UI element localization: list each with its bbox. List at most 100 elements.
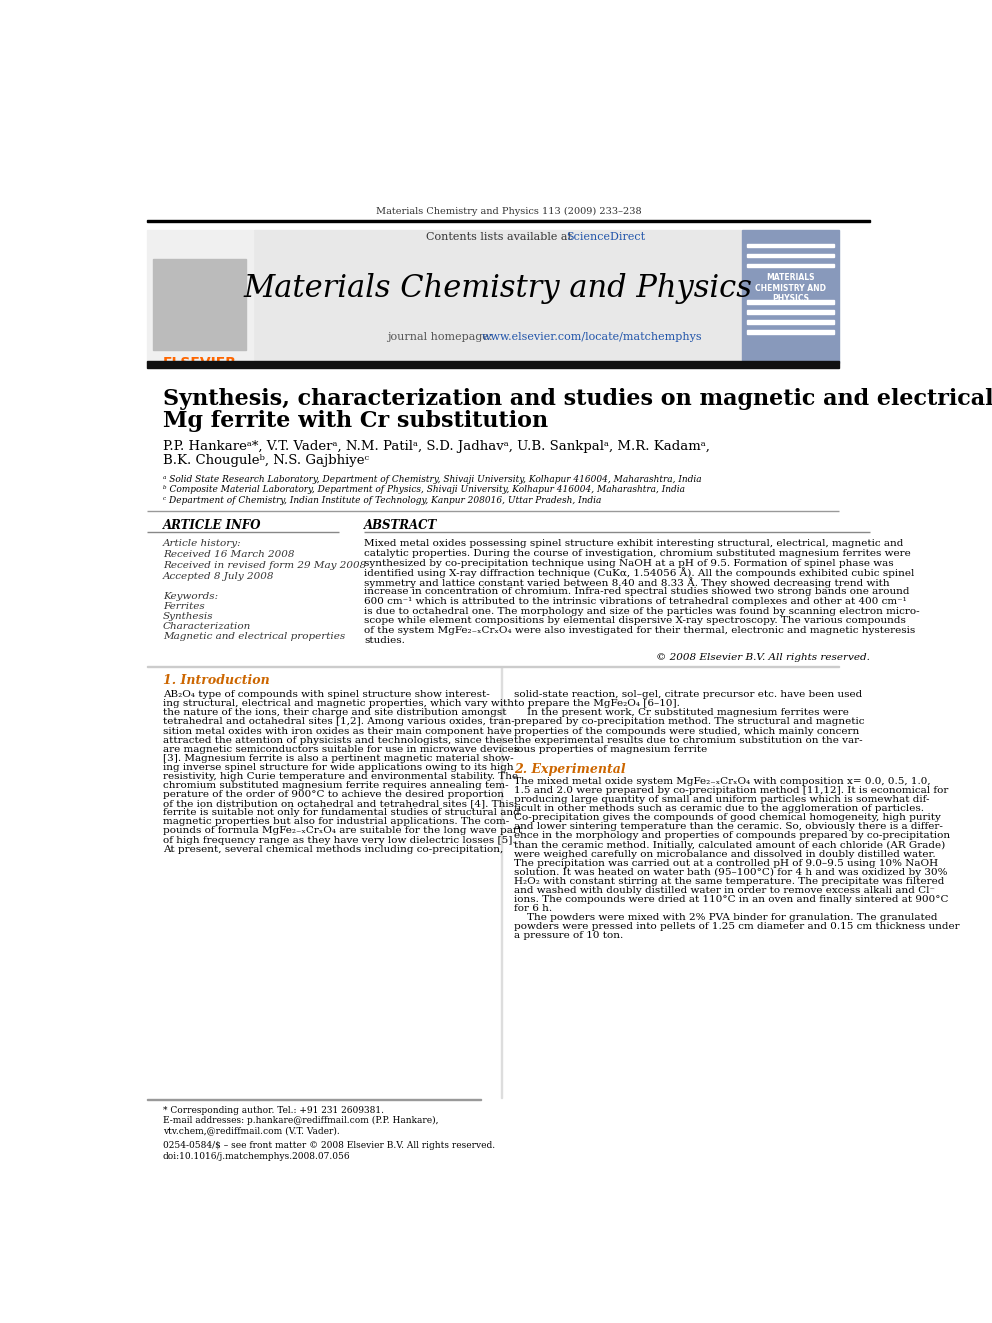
Text: ᵃ Solid State Research Laboratory, Department of Chemistry, Shivaji University, : ᵃ Solid State Research Laboratory, Depar…	[163, 475, 701, 484]
Text: ABSTRACT: ABSTRACT	[364, 519, 437, 532]
Text: perature of the order of 900°C to achieve the desired proportion: perature of the order of 900°C to achiev…	[163, 790, 504, 799]
Text: Received 16 March 2008: Received 16 March 2008	[163, 550, 295, 560]
Text: E-mail addresses: p.hankare@rediffmail.com (P.P. Hankare),: E-mail addresses: p.hankare@rediffmail.c…	[163, 1115, 438, 1125]
Text: AB₂O₄ type of compounds with spinel structure show interest-: AB₂O₄ type of compounds with spinel stru…	[163, 691, 489, 699]
Text: than the ceramic method. Initially, calculated amount of each chloride (AR Grade: than the ceramic method. Initially, calc…	[514, 840, 945, 849]
Text: attracted the attention of physicists and technologists, since these: attracted the attention of physicists an…	[163, 736, 514, 745]
Text: identified using X-ray diffraction technique (CuKα, 1.54056 Å). All the compound: identified using X-ray diffraction techn…	[364, 568, 915, 578]
Text: of the system MgFe₂₋ₓCrₓO₄ were also investigated for their thermal, electronic : of the system MgFe₂₋ₓCrₓO₄ were also inv…	[364, 626, 916, 635]
Text: magnetic properties but also for industrial applications. The com-: magnetic properties but also for industr…	[163, 818, 509, 827]
Bar	[747, 311, 834, 314]
Text: 2. Experimental: 2. Experimental	[514, 762, 625, 775]
Text: resistivity, high Curie temperature and environmental stability. The: resistivity, high Curie temperature and …	[163, 771, 518, 781]
Text: journal homepage:: journal homepage:	[388, 332, 497, 343]
Text: Synthesis, characterization and studies on magnetic and electrical properties of: Synthesis, characterization and studies …	[163, 388, 992, 410]
Text: symmetry and lattice constant varied between 8.40 and 8.33 Å. They showed decrea: symmetry and lattice constant varied bet…	[364, 577, 890, 587]
Text: In the present work, Cr substituted magnesium ferrites were: In the present work, Cr substituted magn…	[514, 708, 849, 717]
Text: sition metal oxides with iron oxides as their main component have: sition metal oxides with iron oxides as …	[163, 726, 512, 736]
Text: Accepted 8 July 2008: Accepted 8 July 2008	[163, 572, 274, 581]
Text: Contents lists available at: Contents lists available at	[427, 233, 575, 242]
Text: of high frequency range as they have very low dielectric losses [5].: of high frequency range as they have ver…	[163, 836, 516, 844]
Text: is due to octahedral one. The morphology and size of the particles was found by : is due to octahedral one. The morphology…	[364, 607, 920, 615]
Text: chromium substituted magnesium ferrite requires annealing tem-: chromium substituted magnesium ferrite r…	[163, 781, 508, 790]
Text: synthesized by co-precipitation technique using NaOH at a pH of 9.5. Formation o: synthesized by co-precipitation techniqu…	[364, 558, 894, 568]
Bar	[147, 221, 870, 222]
Bar	[747, 265, 834, 267]
Text: ᶜ Department of Chemistry, Indian Institute of Technology, Kanpur 208016, Uttar : ᶜ Department of Chemistry, Indian Instit…	[163, 496, 601, 505]
Text: producing large quantity of small and uniform particles which is somewhat dif-: producing large quantity of small and un…	[514, 795, 930, 804]
Bar	[747, 320, 834, 324]
Text: ions. The compounds were dried at 110°C in an oven and finally sintered at 900°C: ions. The compounds were dried at 110°C …	[514, 894, 948, 904]
Text: catalytic properties. During the course of investigation, chromium substituted m: catalytic properties. During the course …	[364, 549, 911, 558]
Text: ficult in other methods such as ceramic due to the agglomeration of particles.: ficult in other methods such as ceramic …	[514, 804, 924, 814]
Text: B.K. Chouguleᵇ, N.S. Gajbhiyeᶜ: B.K. Chouguleᵇ, N.S. Gajbhiyeᶜ	[163, 454, 369, 467]
Text: solution. It was heated on water bath (95–100°C) for 4 h and was oxidized by 30%: solution. It was heated on water bath (9…	[514, 868, 947, 877]
Text: Characterization: Characterization	[163, 622, 251, 631]
Text: solid-state reaction, sol–gel, citrate precursor etc. have been used: solid-state reaction, sol–gel, citrate p…	[514, 691, 862, 699]
Text: Mg ferrite with Cr substitution: Mg ferrite with Cr substitution	[163, 410, 548, 431]
Text: ing inverse spinel structure for wide applications owing to its high: ing inverse spinel structure for wide ap…	[163, 763, 514, 771]
Text: the experimental results due to chromium substitution on the var-: the experimental results due to chromium…	[514, 736, 862, 745]
Text: studies.: studies.	[364, 635, 405, 644]
Text: At present, several chemical methods including co-precipitation,: At present, several chemical methods inc…	[163, 844, 503, 853]
Text: 600 cm⁻¹ which is attributed to the intrinsic vibrations of tetrahedral complexe: 600 cm⁻¹ which is attributed to the intr…	[364, 597, 907, 606]
Text: www.elsevier.com/locate/matchemphys: www.elsevier.com/locate/matchemphys	[482, 332, 702, 343]
Text: [3]. Magnesium ferrite is also a pertinent magnetic material show-: [3]. Magnesium ferrite is also a pertine…	[163, 754, 514, 763]
Text: 1. Introduction: 1. Introduction	[163, 675, 270, 688]
Text: doi:10.1016/j.matchemphys.2008.07.056: doi:10.1016/j.matchemphys.2008.07.056	[163, 1152, 350, 1162]
Text: Materials Chemistry and Physics: Materials Chemistry and Physics	[243, 273, 752, 303]
Text: ARTICLE INFO: ARTICLE INFO	[163, 519, 261, 532]
Bar	[154, 259, 246, 349]
Text: MATERIALS
CHEMISTRY AND
PHYSICS: MATERIALS CHEMISTRY AND PHYSICS	[755, 274, 826, 303]
Text: ᵇ Composite Material Laboratory, Department of Physics, Shivaji University, Kolh: ᵇ Composite Material Laboratory, Departm…	[163, 486, 684, 495]
Text: for 6 h.: for 6 h.	[514, 904, 552, 913]
Text: ence in the morphology and properties of compounds prepared by co-precipitation: ence in the morphology and properties of…	[514, 831, 950, 840]
Text: Ferrites: Ferrites	[163, 602, 204, 611]
Text: ELSEVIER: ELSEVIER	[163, 356, 237, 370]
Text: Article history:: Article history:	[163, 540, 241, 548]
Text: powders were pressed into pellets of 1.25 cm diameter and 0.15 cm thickness unde: powders were pressed into pellets of 1.2…	[514, 922, 959, 931]
Text: prepared by co-precipitation method. The structural and magnetic: prepared by co-precipitation method. The…	[514, 717, 864, 726]
Text: The precipitation was carried out at a controlled pH of 9.0–9.5 using 10% NaOH: The precipitation was carried out at a c…	[514, 859, 938, 868]
Bar	[742, 230, 838, 363]
Text: Synthesis: Synthesis	[163, 613, 213, 622]
Text: Materials Chemistry and Physics 113 (2009) 233–238: Materials Chemistry and Physics 113 (200…	[376, 206, 641, 216]
Text: are magnetic semiconductors suitable for use in microwave devices: are magnetic semiconductors suitable for…	[163, 745, 519, 754]
Text: increase in concentration of chromium. Infra-red spectral studies showed two str: increase in concentration of chromium. I…	[364, 587, 910, 597]
Text: © 2008 Elsevier B.V. All rights reserved.: © 2008 Elsevier B.V. All rights reserved…	[656, 654, 870, 663]
Text: and lower sintering temperature than the ceramic. So, obviously there is a diffe: and lower sintering temperature than the…	[514, 823, 942, 831]
Text: were weighed carefully on microbalance and dissolved in doubly distilled water.: were weighed carefully on microbalance a…	[514, 849, 935, 859]
Bar	[747, 254, 834, 257]
Text: 1.5 and 2.0 were prepared by co-precipitation method [11,12]. It is economical f: 1.5 and 2.0 were prepared by co-precipit…	[514, 786, 948, 795]
Text: ious properties of magnesium ferrite: ious properties of magnesium ferrite	[514, 745, 707, 754]
Text: tetrahedral and octahedral sites [1,2]. Among various oxides, tran-: tetrahedral and octahedral sites [1,2]. …	[163, 717, 515, 726]
Text: to prepare the MgFe₂O₄ [6–10].: to prepare the MgFe₂O₄ [6–10].	[514, 700, 680, 708]
Text: ferrite is suitable not only for fundamental studies of structural and: ferrite is suitable not only for fundame…	[163, 808, 520, 818]
Text: Keywords:: Keywords:	[163, 591, 218, 601]
Text: ScienceDirect: ScienceDirect	[565, 233, 645, 242]
Text: Magnetic and electrical properties: Magnetic and electrical properties	[163, 632, 345, 642]
Bar	[147, 361, 838, 368]
Bar	[147, 230, 253, 363]
Text: 0254-0584/$ – see front matter © 2008 Elsevier B.V. All rights reserved.: 0254-0584/$ – see front matter © 2008 El…	[163, 1142, 495, 1151]
Text: properties of the compounds were studied, which mainly concern: properties of the compounds were studied…	[514, 726, 859, 736]
Text: Mixed metal oxides possessing spinel structure exhibit interesting structural, e: Mixed metal oxides possessing spinel str…	[364, 540, 904, 548]
Text: and washed with doubly distilled water in order to remove excess alkali and Cl⁻: and washed with doubly distilled water i…	[514, 886, 934, 894]
Bar	[747, 245, 834, 247]
Text: pounds of formula MgFe₂₋ₓCrₓO₄ are suitable for the long wave part: pounds of formula MgFe₂₋ₓCrₓO₄ are suita…	[163, 827, 522, 835]
Text: H₂O₂ with constant stirring at the same temperature. The precipitate was filtere: H₂O₂ with constant stirring at the same …	[514, 877, 944, 886]
Text: of the ion distribution on octahedral and tetrahedral sites [4]. This: of the ion distribution on octahedral an…	[163, 799, 514, 808]
Text: P.P. Hankareᵃ*, V.T. Vaderᵃ, N.M. Patilᵃ, S.D. Jadhavᵃ, U.B. Sankpalᵃ, M.R. Kada: P.P. Hankareᵃ*, V.T. Vaderᵃ, N.M. Patilᵃ…	[163, 441, 709, 454]
Text: the nature of the ions, their charge and site distribution amongst: the nature of the ions, their charge and…	[163, 708, 506, 717]
Bar	[747, 331, 834, 333]
Text: * Corresponding author. Tel.: +91 231 2609381.: * Corresponding author. Tel.: +91 231 26…	[163, 1106, 384, 1115]
Text: ing structural, electrical and magnetic properties, which vary with: ing structural, electrical and magnetic …	[163, 700, 514, 708]
Bar	[254, 230, 741, 363]
Text: Co-precipitation gives the compounds of good chemical homogeneity, high purity: Co-precipitation gives the compounds of …	[514, 814, 940, 822]
Text: a pressure of 10 ton.: a pressure of 10 ton.	[514, 931, 623, 941]
Text: vtv.chem,@rediffmail.com (V.T. Vader).: vtv.chem,@rediffmail.com (V.T. Vader).	[163, 1126, 339, 1135]
Text: The mixed metal oxide system MgFe₂₋ₓCrₓO₄ with composition x= 0.0, 0.5, 1.0,: The mixed metal oxide system MgFe₂₋ₓCrₓO…	[514, 777, 930, 786]
Bar	[747, 300, 834, 303]
Text: The powders were mixed with 2% PVA binder for granulation. The granulated: The powders were mixed with 2% PVA binde…	[514, 913, 937, 922]
Text: Received in revised form 29 May 2008: Received in revised form 29 May 2008	[163, 561, 366, 570]
